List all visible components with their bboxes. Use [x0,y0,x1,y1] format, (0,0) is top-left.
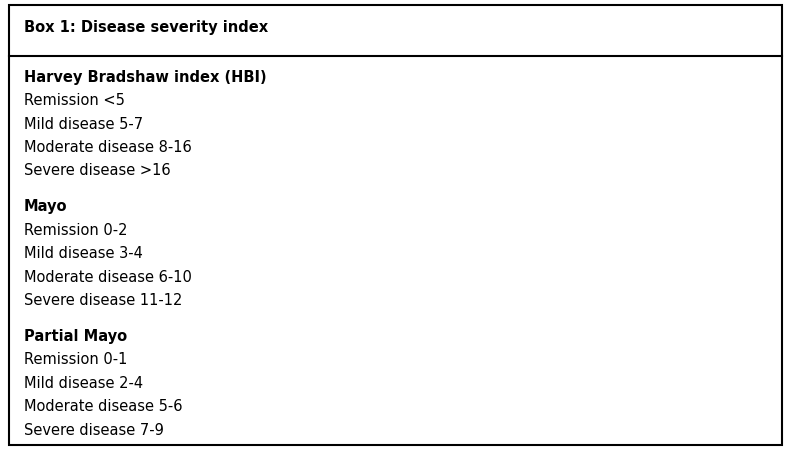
Text: Severe disease 11-12: Severe disease 11-12 [24,293,182,308]
Text: Box 1: Disease severity index: Box 1: Disease severity index [24,20,268,36]
Text: Moderate disease 6-10: Moderate disease 6-10 [24,270,191,284]
Text: Mild disease 3-4: Mild disease 3-4 [24,246,142,261]
Text: Moderate disease 5-6: Moderate disease 5-6 [24,399,182,414]
Text: Severe disease >16: Severe disease >16 [24,163,170,178]
Text: Remission 0-2: Remission 0-2 [24,223,127,238]
Text: Remission <5: Remission <5 [24,93,125,108]
Text: Mayo: Mayo [24,199,67,214]
Text: Mild disease 5-7: Mild disease 5-7 [24,117,143,131]
Text: Harvey Bradshaw index (HBI): Harvey Bradshaw index (HBI) [24,70,267,85]
Text: Remission 0-1: Remission 0-1 [24,352,127,367]
Text: Mild disease 2-4: Mild disease 2-4 [24,376,143,391]
Text: Severe disease 7-9: Severe disease 7-9 [24,423,164,437]
FancyBboxPatch shape [9,5,782,445]
Text: Moderate disease 8-16: Moderate disease 8-16 [24,140,191,155]
Text: Partial Mayo: Partial Mayo [24,329,127,344]
